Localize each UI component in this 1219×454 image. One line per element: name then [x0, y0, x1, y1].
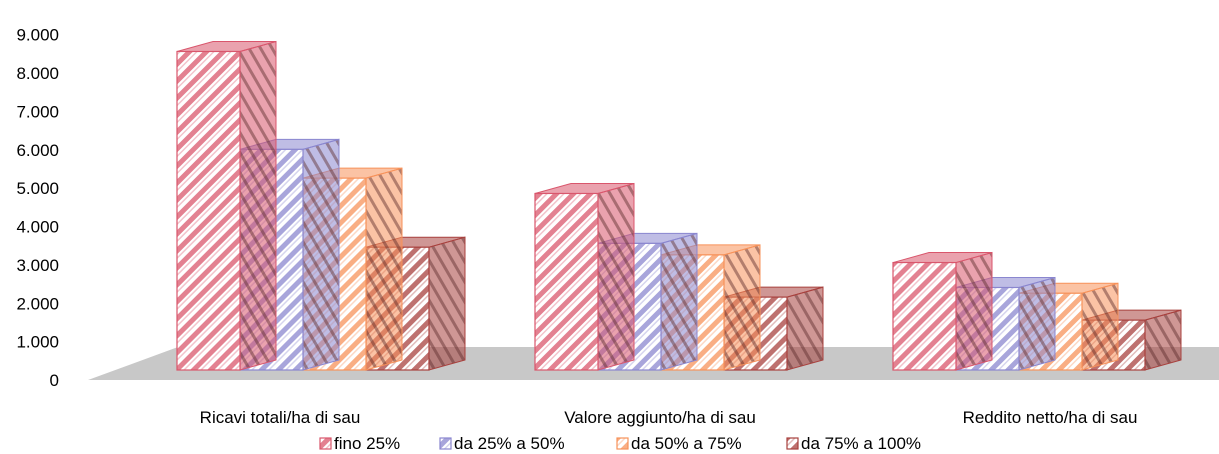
y-tick-label: 6.000 — [16, 141, 59, 160]
y-tick-label: 9.000 — [16, 26, 59, 45]
y-tick-label: 4.000 — [16, 218, 59, 237]
y-tick-label: 8.000 — [16, 64, 59, 83]
legend-label: da 75% a 100% — [801, 434, 921, 453]
legend-swatch — [616, 437, 629, 450]
y-tick-label: 1.000 — [16, 333, 59, 352]
plot-area — [176, 40, 1182, 371]
legend-swatch — [319, 437, 332, 450]
y-tick-label: 2.000 — [16, 294, 59, 313]
legend-item: da 50% a 75% — [616, 434, 742, 453]
x-category-label: Reddito netto/ha di sau — [963, 408, 1138, 427]
legend-label: fino 25% — [334, 434, 400, 453]
y-tick-label: 5.000 — [16, 179, 59, 198]
legend-label: da 25% a 50% — [454, 434, 565, 453]
x-axis: Ricavi totali/ha di sau Valore aggiunto/h… — [200, 408, 1138, 427]
legend-label: da 50% a 75% — [631, 434, 742, 453]
legend-swatch — [439, 437, 452, 450]
x-category-label: Ricavi totali/ha di sau — [200, 408, 361, 427]
legend-item: da 25% a 50% — [439, 434, 565, 453]
y-axis: 0 1.000 2.000 3.000 4.000 5.000 6.000 7.000 8.00… — [16, 26, 59, 390]
legend-item: da 75% a 100% — [786, 434, 921, 453]
x-category-label: Valore aggiunto/ha di sau — [564, 408, 756, 427]
y-tick-label: 0 — [50, 371, 59, 390]
y-tick-label: 7.000 — [16, 102, 59, 121]
legend: fino 25% da 25% a 50% da 50% a 75% da 75… — [319, 434, 921, 453]
bar-1-series-1 — [176, 40, 277, 371]
legend-swatch — [786, 437, 799, 450]
y-tick-label: 3.000 — [16, 256, 59, 275]
legend-item: fino 25% — [319, 434, 400, 453]
bar-3-series-1 — [892, 251, 993, 371]
bar-2-series-1 — [534, 182, 635, 371]
